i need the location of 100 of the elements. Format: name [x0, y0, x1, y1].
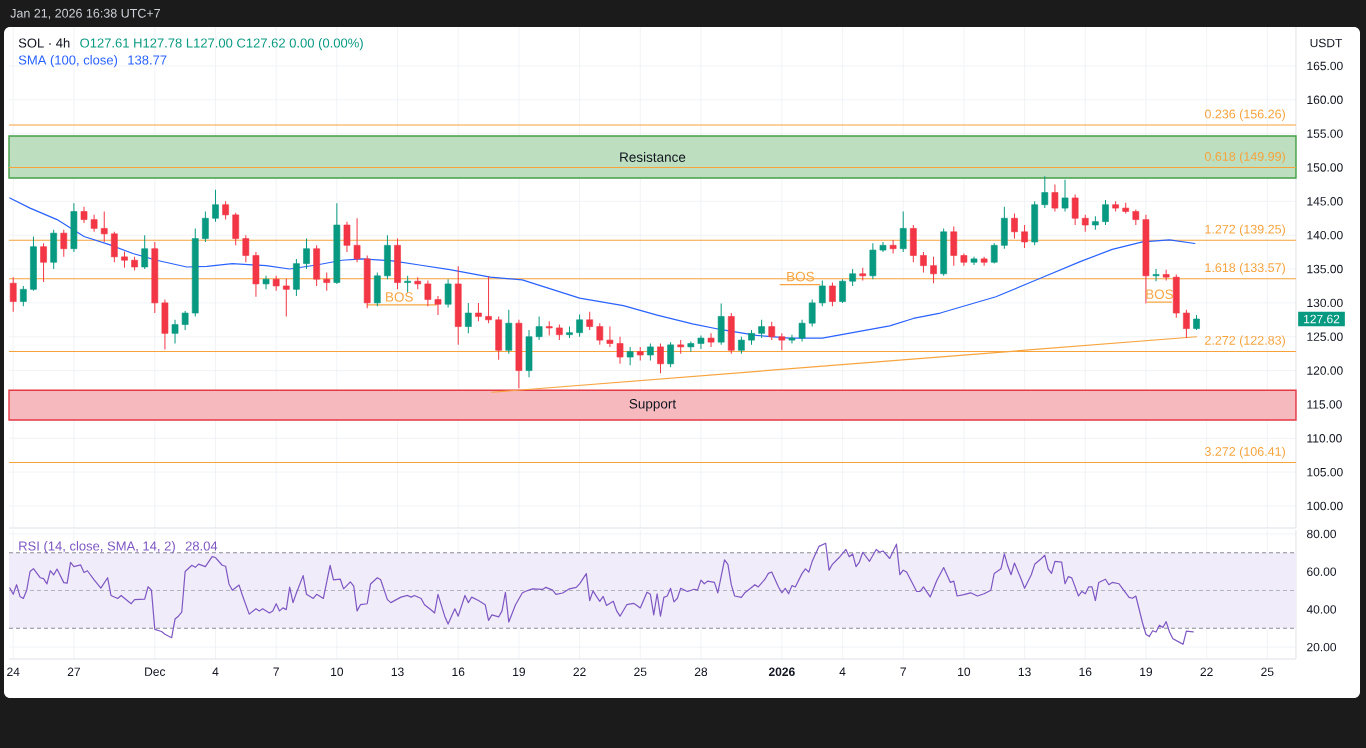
y-tick-label: 165.00: [1307, 61, 1343, 71]
candlestick: [657, 343, 664, 374]
candlestick: [100, 210, 108, 243]
candlestick: [596, 322, 604, 346]
candlestick: [920, 251, 927, 273]
x-tick-label: 19: [1140, 667, 1153, 677]
candlestick: [343, 221, 351, 253]
x-tick-label: 22: [573, 667, 586, 676]
ref-line-label: 1.618 (133.57): [1205, 262, 1285, 275]
candlestick: [262, 275, 270, 290]
candlestick: [485, 275, 492, 324]
candlestick: [1011, 213, 1018, 240]
ref-line-label: 0.236 (156.26): [1204, 109, 1285, 121]
candlestick: [444, 278, 452, 309]
y-tick-label: 145.00: [1307, 197, 1343, 206]
candlestick: [111, 231, 118, 263]
candlestick: [9, 276, 17, 313]
line-series: [9, 542, 1194, 645]
x-tick-label: 13: [1018, 667, 1031, 677]
x-tick-label: Dec: [145, 667, 166, 676]
candlestick: [232, 212, 240, 246]
candlestick: [20, 285, 27, 307]
y-tick-label: 100.00: [1307, 501, 1343, 511]
candlestick: [282, 278, 290, 317]
candlestick: [626, 346, 634, 366]
candlestick: [475, 302, 482, 322]
candlestick: [1152, 268, 1160, 282]
candlestick: [798, 319, 806, 342]
text: Jan 21, 2026 16:38 UTC+7: [10, 8, 160, 20]
candlestick: [697, 334, 705, 350]
y-tick-label: 125.00: [1307, 332, 1343, 341]
candlestick: [1041, 175, 1049, 209]
candlestick: [829, 282, 836, 307]
candlestick: [788, 334, 796, 344]
x-tick-label: 10: [331, 667, 344, 677]
band-label: Resistance: [620, 152, 686, 162]
candlestick: [1183, 309, 1190, 339]
candlestick: [839, 278, 846, 304]
x-tick-label: 25: [1261, 667, 1274, 677]
candlestick: [60, 229, 68, 258]
x-tick-label: 4: [212, 667, 219, 676]
candlestick: [222, 200, 229, 221]
x-tick-label: 4: [839, 667, 846, 676]
y-tick-label: 60.00: [1307, 567, 1337, 576]
candlestick: [758, 319, 765, 339]
ref-line-label: 3.272 (106.41): [1204, 446, 1285, 459]
candlestick: [464, 302, 472, 334]
y-tick-label: 20.00: [1307, 642, 1337, 652]
candlestick: [1061, 179, 1069, 212]
candlestick: [1021, 224, 1028, 249]
candlestick: [181, 310, 189, 331]
y-tick-label: 160.00: [1307, 95, 1343, 105]
candlestick: [818, 280, 826, 307]
candlestick: [667, 341, 674, 368]
candlestick: [606, 326, 614, 348]
y-tick-label: 115.00: [1307, 400, 1342, 409]
candlestick: [242, 234, 250, 263]
y-tick-label: 40.00: [1306, 605, 1337, 614]
text: SMA (100, close): [18, 55, 118, 68]
text: SOL · 4h: [18, 38, 70, 48]
x-tick-label: 7: [900, 667, 906, 676]
candlestick: [212, 189, 219, 223]
candlestick: [1071, 194, 1079, 226]
band-label: Support: [629, 399, 677, 412]
candlestick: [323, 271, 331, 292]
candlestick: [40, 242, 47, 283]
x-tick-label: 22: [1200, 667, 1213, 676]
candlestick: [434, 295, 442, 316]
x-tick-label: 10: [958, 667, 971, 677]
y-tick-label: 80.00: [1307, 529, 1337, 539]
x-tick-label: 27: [67, 667, 80, 676]
x-tick-label: 25: [634, 667, 647, 677]
y-tick-label: 110.00: [1307, 434, 1342, 443]
x-tick-label: 2026: [768, 667, 795, 677]
y-tick-label: 150.00: [1307, 163, 1343, 172]
y-tick-label: 105.00: [1307, 467, 1343, 477]
candlestick: [576, 313, 583, 338]
candlestick: [889, 239, 897, 254]
text: O127.61 H127.78 L127.00 C127.62 0.00 (0.00%): [80, 38, 363, 51]
x-tick-label: 7: [273, 667, 279, 676]
annotation: BOS: [1146, 289, 1174, 299]
series-label: RSI (14, close, SMA, 14, 2): [19, 541, 175, 554]
candlestick: [950, 225, 958, 267]
x-tick-label: 24: [7, 667, 20, 676]
x-tick-label: 19: [513, 667, 525, 677]
candlestick: [808, 299, 816, 328]
y-tick-label: 155.00: [1307, 129, 1343, 138]
candlestick: [303, 238, 310, 270]
candlestick: [707, 332, 715, 348]
candlestick: [930, 256, 937, 284]
ref-line-label: 2.272 (122.83): [1205, 335, 1285, 348]
candlestick: [990, 242, 998, 265]
candlestick: [535, 315, 543, 341]
candlestick: [768, 321, 776, 341]
x-tick-label: 28: [694, 667, 708, 677]
candlestick: [586, 311, 594, 331]
candlestick: [424, 280, 432, 307]
y-axis-title: USDT: [1310, 38, 1343, 48]
candlestick: [1051, 183, 1059, 212]
y-tick-label: 130.00: [1307, 298, 1343, 308]
